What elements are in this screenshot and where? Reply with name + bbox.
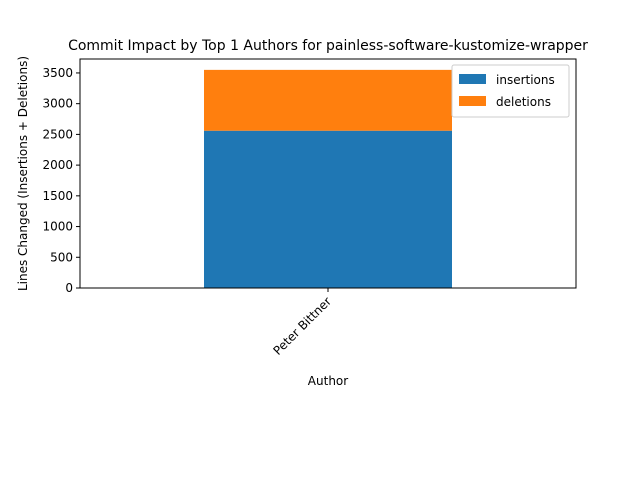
- legend-swatch-insertions: [459, 74, 486, 84]
- y-axis: 0 500 1000 1500 2000 2500 3000 3500: [42, 66, 80, 295]
- plot-area: [204, 69, 452, 288]
- y-tick-label: 3500: [42, 66, 73, 80]
- legend-label-deletions: deletions: [496, 95, 551, 109]
- legend-label-insertions: insertions: [496, 73, 555, 87]
- x-tick-label: Peter Bittner: [271, 294, 335, 358]
- y-tick-label: 3000: [42, 97, 73, 111]
- y-tick-label: 500: [50, 250, 73, 264]
- bar-insertions-0: [204, 130, 452, 288]
- bar-deletions-0: [204, 69, 452, 131]
- chart-title: Commit Impact by Top 1 Authors for painl…: [68, 38, 588, 54]
- y-tick-label: 2000: [42, 158, 73, 172]
- legend-swatch-deletions: [459, 96, 486, 106]
- y-tick-label: 1000: [42, 220, 73, 234]
- y-tick-label: 0: [65, 281, 73, 295]
- x-axis: Peter Bittner: [271, 288, 335, 358]
- legend: insertions deletions: [451, 64, 570, 118]
- y-tick-label: 1500: [42, 189, 73, 203]
- y-tick-label: 2500: [42, 127, 73, 141]
- y-axis-label: Lines Changed (Insertions + Deletions): [16, 56, 30, 291]
- x-axis-label: Author: [308, 374, 348, 388]
